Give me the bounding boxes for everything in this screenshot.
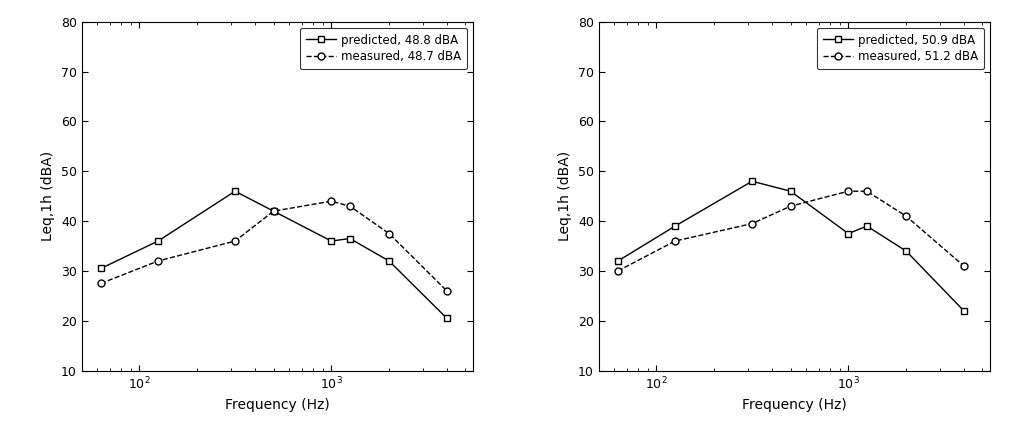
predicted, 50.9 dBA	[746, 179, 759, 184]
Line: measured, 48.7 dBA: measured, 48.7 dBA	[97, 198, 450, 294]
Legend: predicted, 48.8 dBA, measured, 48.7 dBA: predicted, 48.8 dBA, measured, 48.7 dBA	[300, 28, 468, 69]
predicted, 48.8 dBA	[268, 208, 280, 214]
measured, 51.2 dBA	[746, 221, 759, 226]
measured, 48.7 dBA	[344, 204, 356, 209]
predicted, 48.8 dBA	[229, 189, 241, 194]
measured, 51.2 dBA	[958, 263, 970, 269]
X-axis label: Frequency (Hz): Frequency (Hz)	[742, 398, 846, 412]
measured, 51.2 dBA	[612, 268, 624, 273]
X-axis label: Frequency (Hz): Frequency (Hz)	[226, 398, 330, 412]
predicted, 48.8 dBA	[95, 266, 107, 271]
measured, 51.2 dBA	[784, 204, 796, 209]
measured, 48.7 dBA	[268, 208, 280, 214]
measured, 48.7 dBA	[325, 198, 337, 204]
predicted, 50.9 dBA	[958, 308, 970, 313]
predicted, 50.9 dBA	[669, 224, 681, 229]
predicted, 48.8 dBA	[325, 238, 337, 244]
predicted, 50.9 dBA	[784, 189, 796, 194]
Line: predicted, 50.9 dBA: predicted, 50.9 dBA	[615, 178, 967, 314]
measured, 48.7 dBA	[441, 288, 453, 293]
Line: measured, 51.2 dBA: measured, 51.2 dBA	[615, 188, 967, 274]
predicted, 50.9 dBA	[612, 259, 624, 264]
Legend: predicted, 50.9 dBA, measured, 51.2 dBA: predicted, 50.9 dBA, measured, 51.2 dBA	[817, 28, 984, 69]
predicted, 50.9 dBA	[842, 231, 855, 236]
measured, 48.7 dBA	[95, 281, 107, 286]
predicted, 50.9 dBA	[900, 249, 912, 254]
measured, 48.7 dBA	[229, 238, 241, 244]
measured, 48.7 dBA	[152, 259, 164, 264]
Line: predicted, 48.8 dBA: predicted, 48.8 dBA	[97, 188, 450, 322]
predicted, 50.9 dBA	[861, 224, 873, 229]
measured, 51.2 dBA	[669, 238, 681, 244]
predicted, 48.8 dBA	[152, 238, 164, 244]
measured, 51.2 dBA	[861, 189, 873, 194]
predicted, 48.8 dBA	[344, 236, 356, 241]
Y-axis label: Leq,1h (dBA): Leq,1h (dBA)	[558, 151, 573, 241]
predicted, 48.8 dBA	[441, 316, 453, 321]
Y-axis label: Leq,1h (dBA): Leq,1h (dBA)	[41, 151, 55, 241]
measured, 51.2 dBA	[842, 189, 855, 194]
predicted, 48.8 dBA	[383, 259, 395, 264]
measured, 51.2 dBA	[900, 214, 912, 219]
measured, 48.7 dBA	[383, 231, 395, 236]
